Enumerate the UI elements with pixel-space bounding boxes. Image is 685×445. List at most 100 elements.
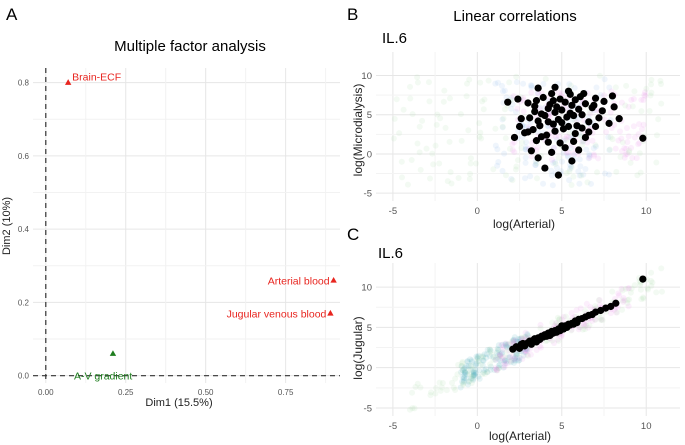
background-cloud-dot xyxy=(534,144,541,151)
data-point xyxy=(595,114,603,122)
background-cloud-dot xyxy=(475,373,482,380)
background-cloud-dot xyxy=(563,136,570,143)
background-cloud-dot xyxy=(506,341,513,348)
background-cloud-dot xyxy=(534,175,541,182)
background-cloud-dot xyxy=(511,356,518,363)
background-cloud-dot xyxy=(523,146,530,153)
background-cloud-dot xyxy=(457,384,464,391)
background-cloud-dot xyxy=(461,368,468,375)
background-cloud-dot xyxy=(509,146,516,153)
background-cloud-dot xyxy=(461,374,468,381)
background-cloud-dot xyxy=(631,134,638,141)
background-cloud-dot xyxy=(548,133,555,140)
mfa-x-axis-title: Dim1 (15.5%) xyxy=(145,397,212,409)
mfa-plot-background xyxy=(33,68,340,383)
data-point xyxy=(566,90,574,98)
background-cloud-dot xyxy=(459,360,466,367)
mfa-x-tick-label: 0.75 xyxy=(278,388,294,397)
background-cloud-dot xyxy=(432,390,439,397)
data-point xyxy=(590,101,598,109)
data-point xyxy=(591,122,600,131)
background-cloud-dot xyxy=(400,106,407,113)
background-cloud-dot xyxy=(502,341,509,348)
background-cloud-dot xyxy=(603,129,610,136)
data-point xyxy=(558,322,566,330)
background-cloud-dot xyxy=(409,405,416,412)
background-cloud-dot xyxy=(492,356,499,363)
background-cloud-dot xyxy=(437,387,444,394)
background-cloud-dot xyxy=(566,177,573,184)
background-cloud-dot xyxy=(637,286,644,293)
background-cloud-dot xyxy=(559,158,566,165)
data-point xyxy=(517,115,525,123)
mfa-points: Brain-ECF Arterial blood Jugular venous bl… xyxy=(64,72,337,383)
background-cloud-dot xyxy=(506,354,513,361)
background-cloud-dot xyxy=(501,150,508,157)
background-cloud-dot xyxy=(484,346,491,353)
background-cloud-dot xyxy=(629,154,636,161)
background-cloud-dot xyxy=(479,362,486,369)
background-cloud-dot xyxy=(618,99,625,106)
background-cloud-dot xyxy=(613,309,620,316)
background-cloud-dot xyxy=(583,300,590,307)
y-tick-label: 5 xyxy=(367,323,372,334)
mfa-point-triangle xyxy=(109,350,117,356)
background-cloud-dot xyxy=(508,105,515,112)
background-cloud-dot xyxy=(516,357,523,364)
background-cloud-dot xyxy=(498,82,505,89)
background-cloud-dot xyxy=(580,171,587,178)
data-point xyxy=(551,127,559,135)
background-cloud-dot xyxy=(640,96,647,103)
background-cloud-dot xyxy=(510,336,517,343)
background-cloud-dot xyxy=(635,141,642,148)
background-cloud-dot xyxy=(489,351,496,358)
background-cloud-dot xyxy=(408,157,415,164)
data-point xyxy=(585,118,593,126)
corr-b-x-axis-title: log(Arterial) xyxy=(493,217,555,231)
background-cloud-dot xyxy=(458,369,465,376)
data-point xyxy=(510,133,519,142)
data-point xyxy=(571,129,579,138)
background-cloud-dot xyxy=(486,346,493,353)
background-cloud-dot xyxy=(475,358,482,365)
background-cloud-dot xyxy=(475,352,482,359)
background-cloud-dot xyxy=(496,351,503,358)
background-cloud-dot xyxy=(516,354,523,361)
background-cloud-dot xyxy=(416,149,423,156)
background-cloud-dot xyxy=(533,346,540,353)
background-cloud-dot xyxy=(462,364,469,371)
background-cloud-dot xyxy=(626,296,633,303)
background-cloud-dot xyxy=(639,126,646,133)
background-cloud-dot xyxy=(631,282,638,289)
x-tick-label: -5 xyxy=(389,421,397,432)
background-cloud-dot xyxy=(465,363,472,370)
background-cloud-dot xyxy=(549,337,556,344)
background-cloud-dot xyxy=(399,174,406,181)
background-cloud-dot xyxy=(625,285,632,292)
background-cloud-dot xyxy=(540,80,547,87)
data-point xyxy=(556,139,564,147)
background-cloud-dot xyxy=(580,320,587,327)
background-cloud-dot xyxy=(458,363,465,370)
background-cloud-dot xyxy=(512,108,519,115)
background-cloud-dot xyxy=(631,88,638,95)
background-cloud-dot xyxy=(496,352,503,359)
background-cloud-dot xyxy=(492,125,499,132)
data-point xyxy=(551,83,559,91)
background-cloud-dot xyxy=(622,102,629,109)
data-point xyxy=(532,137,541,145)
background-cloud-dot xyxy=(554,314,561,321)
background-cloud-dot xyxy=(524,332,531,339)
background-cloud-dot xyxy=(615,137,622,144)
background-cloud-dot xyxy=(449,379,455,386)
data-point xyxy=(544,138,552,146)
background-cloud-dot xyxy=(391,115,398,122)
background-cloud-dot xyxy=(467,366,474,373)
background-cloud-dot xyxy=(481,96,488,103)
background-cloud-dot xyxy=(487,366,494,373)
background-cloud-dot xyxy=(467,155,474,162)
background-cloud-dot xyxy=(484,369,491,376)
background-cloud-dot xyxy=(495,342,502,349)
background-cloud-dot xyxy=(459,358,466,365)
background-cloud-dot xyxy=(494,146,501,153)
